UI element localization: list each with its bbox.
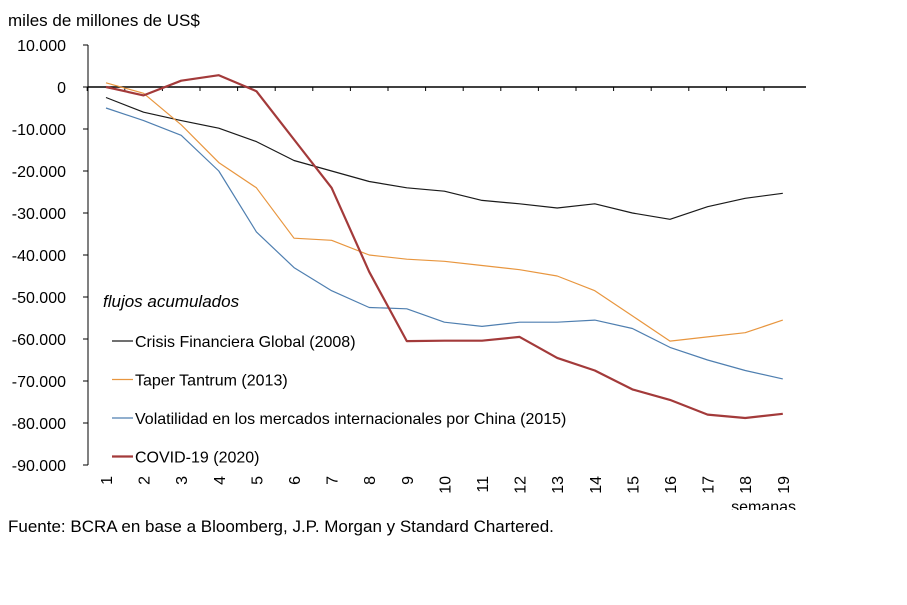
line-chart: miles de millones de US$ 10.000 0 -10.000 -…: [8, 11, 806, 510]
x-tick-label: 12: [513, 476, 530, 494]
series-line-3: [105, 107, 783, 380]
series-line-1: [105, 96, 783, 220]
y-tick-label: -60.000: [12, 332, 66, 349]
x-tick-label: 14: [588, 476, 605, 494]
x-axis-label: semanas: [731, 499, 796, 510]
y-tick-label: -70.000: [12, 374, 66, 391]
x-tick-label: 4: [212, 476, 229, 485]
x-tick-label: 6: [287, 476, 304, 485]
source-note: Fuente: BCRA en base a Bloomberg, J.P. M…: [8, 517, 554, 536]
y-tick-label: -80.000: [12, 416, 66, 433]
legend-title: flujos acumulados: [103, 292, 240, 311]
legend-entry: Taper Tantrum (2013): [135, 373, 288, 390]
series-lines: [105, 74, 783, 420]
y-tick-label: 0: [57, 80, 66, 97]
x-tick-label: 16: [663, 476, 680, 494]
legend: Crisis Financiera Global (2008) Taper Tan…: [112, 334, 566, 467]
y-tick-label: -90.000: [12, 458, 66, 475]
x-tick-label: 7: [325, 476, 342, 485]
series-line-4: [105, 74, 783, 420]
y-tick-label: -40.000: [12, 248, 66, 265]
x-tick-label: 13: [550, 476, 567, 494]
x-tick-label: 11: [475, 476, 492, 493]
y-tick-label: -30.000: [12, 206, 66, 223]
x-tick-label: 15: [625, 476, 642, 494]
x-tick-label: 2: [137, 476, 154, 485]
x-tick-labels: 1 2 3 4 5 6 7 8 9 10 11 12 13 14 15 16 17 18 19: [99, 476, 793, 494]
x-tick-label: 5: [249, 476, 266, 485]
legend-entry: COVID-19 (2020): [135, 450, 260, 467]
series-line-2: [105, 82, 783, 342]
y-tick-label: -10.000: [12, 122, 66, 139]
x-tick-label: 17: [701, 476, 718, 494]
x-tick-label: 8: [362, 476, 379, 485]
x-tick-label: 19: [776, 476, 793, 494]
y-tick-labels: 10.000 0 -10.000 -20.000 -30.000 -40.000 -50.0…: [12, 38, 66, 475]
x-tick-label: 10: [437, 476, 454, 494]
axes: [83, 44, 806, 466]
x-tick-label: 3: [174, 476, 191, 485]
y-tick-label: 10.000: [17, 38, 66, 55]
x-tick-label: 9: [400, 476, 417, 485]
x-tick-label: 1: [99, 476, 116, 485]
y-axis-label: miles de millones de US$: [8, 11, 200, 30]
y-tick-label: -20.000: [12, 164, 66, 181]
x-tick-label: 18: [738, 476, 755, 494]
legend-entry: Volatilidad en los mercados internaciona…: [135, 411, 566, 428]
y-tick-label: -50.000: [12, 290, 66, 307]
legend-entry: Crisis Financiera Global (2008): [135, 334, 356, 351]
